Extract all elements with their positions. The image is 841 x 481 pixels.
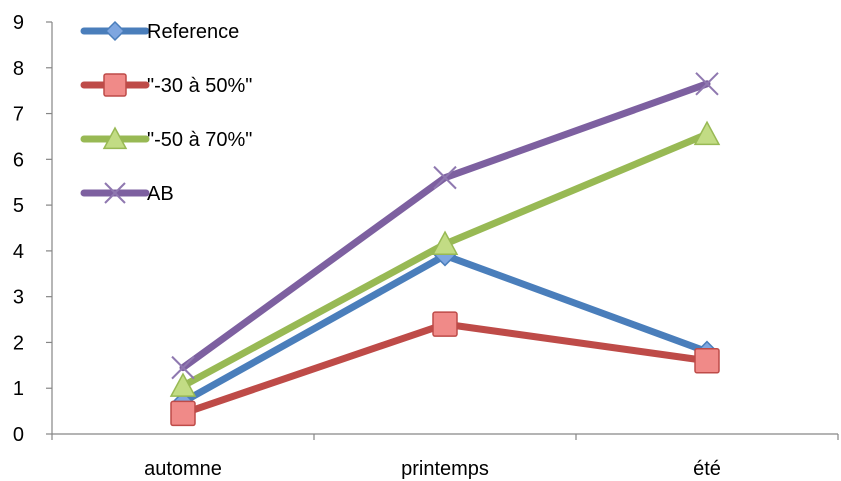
data-point [433, 165, 457, 190]
legend-entry: AB [80, 182, 174, 205]
data-point [431, 230, 459, 255]
legend: Reference "-30 à 50%" "-50 à 70%" AB [80, 20, 252, 205]
legend-label: "-30 à 50%" [147, 75, 252, 97]
series-2 [169, 120, 721, 397]
legend-entry: Reference [80, 20, 239, 43]
y-tick-label: 4 [13, 241, 24, 263]
series-3 [171, 72, 719, 380]
legend-entry: "-30 à 50%" [80, 73, 252, 97]
data-point [169, 372, 197, 397]
legend-entry: "-50 à 70%" [80, 126, 252, 151]
y-tick-label: 2 [13, 332, 24, 354]
data-point [695, 72, 719, 96]
legend-label: Reference [147, 21, 239, 43]
data-point [432, 311, 458, 337]
y-tick-label: 6 [13, 149, 24, 171]
series-layer [169, 72, 721, 427]
data-point [171, 355, 195, 380]
data-point [694, 348, 720, 374]
x-tick-label: automne [144, 458, 222, 480]
y-tick-label: 9 [13, 12, 24, 34]
x-tick-label: printemps [401, 458, 489, 480]
y-tick-label: 7 [13, 104, 24, 126]
y-tick-label: 1 [13, 378, 24, 400]
series-line [179, 320, 711, 417]
data-point [170, 400, 196, 427]
x-tick-label: été [693, 458, 721, 480]
legend-marker [104, 182, 126, 204]
y-tick-label: 8 [13, 58, 24, 80]
legend-marker [103, 73, 127, 97]
legend-label: "-50 à 70%" [147, 129, 252, 151]
legend-marker [102, 126, 128, 150]
y-tick-label: 5 [13, 195, 24, 217]
y-tick-label: 0 [13, 424, 24, 446]
data-point [693, 120, 721, 146]
axes: 0 1 2 3 4 5 6 7 8 9 automne printemps été [13, 12, 839, 480]
legend-marker [104, 20, 126, 42]
legend-label: AB [147, 183, 174, 205]
y-tick-label: 3 [13, 287, 24, 309]
series-1 [170, 311, 720, 427]
